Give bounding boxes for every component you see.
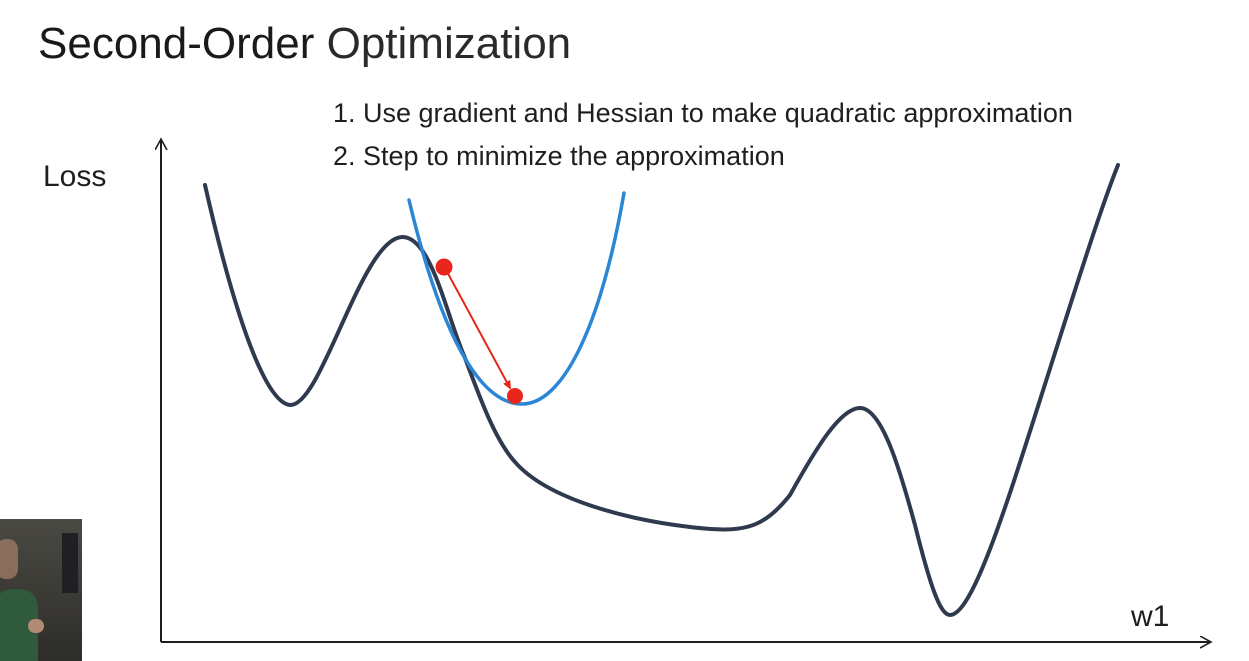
step-2: 2. Step to minimize the approximation bbox=[333, 141, 785, 171]
slide-title-part1: Second-Order bbox=[38, 19, 315, 68]
slide-title-part2: Optimization bbox=[326, 19, 572, 68]
current-point bbox=[435, 258, 453, 276]
next-point bbox=[507, 388, 523, 404]
presenter-head bbox=[0, 539, 18, 579]
quadratic-approximation-curve bbox=[407, 191, 626, 406]
step-1: 1. Use gradient and Hessian to make quad… bbox=[333, 98, 1073, 128]
y-axis-label: Loss bbox=[43, 160, 107, 193]
webcam-door-panel bbox=[62, 533, 78, 593]
step-arrow bbox=[444, 267, 511, 390]
loss-curve bbox=[203, 163, 1120, 618]
x-axis-label: w1 bbox=[1131, 600, 1170, 633]
presenter-hand bbox=[28, 619, 44, 633]
slide-title: Second-Order Optimization bbox=[38, 16, 571, 72]
steps-list: 1. Use gradient and Hessian to make quad… bbox=[333, 92, 1073, 178]
presenter-webcam-thumbnail bbox=[0, 519, 82, 661]
